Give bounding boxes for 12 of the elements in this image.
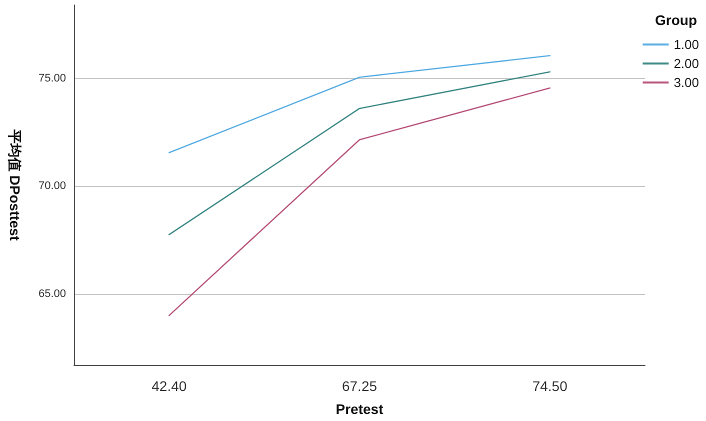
legend-label: 1.00 [674,37,700,52]
x-axis-title: Pretest [336,401,384,417]
x-tick-label: 67.25 [342,378,378,394]
y-tick-label: 75.00 [38,72,66,84]
x-tick-label: 42.40 [152,378,187,394]
y-tick-label: 65.00 [38,288,66,300]
y-axis-title: 平均值 DPosttest [7,128,23,241]
legend-label: 3.00 [674,75,700,90]
legend-title: Group [655,12,698,28]
y-tick-label: 70.00 [38,180,66,192]
x-tick-label: 74.50 [532,378,568,394]
legend-label: 2.00 [674,56,700,71]
